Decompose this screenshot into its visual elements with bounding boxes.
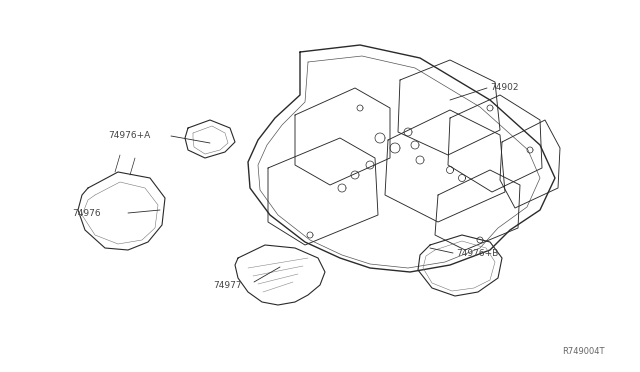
Text: 74976: 74976 (72, 208, 100, 218)
Text: 74977: 74977 (213, 280, 242, 289)
Text: 74976+A: 74976+A (108, 131, 150, 141)
Text: 74902: 74902 (490, 83, 518, 93)
Text: 74976+B: 74976+B (456, 248, 499, 257)
Text: R749004T: R749004T (563, 347, 605, 356)
